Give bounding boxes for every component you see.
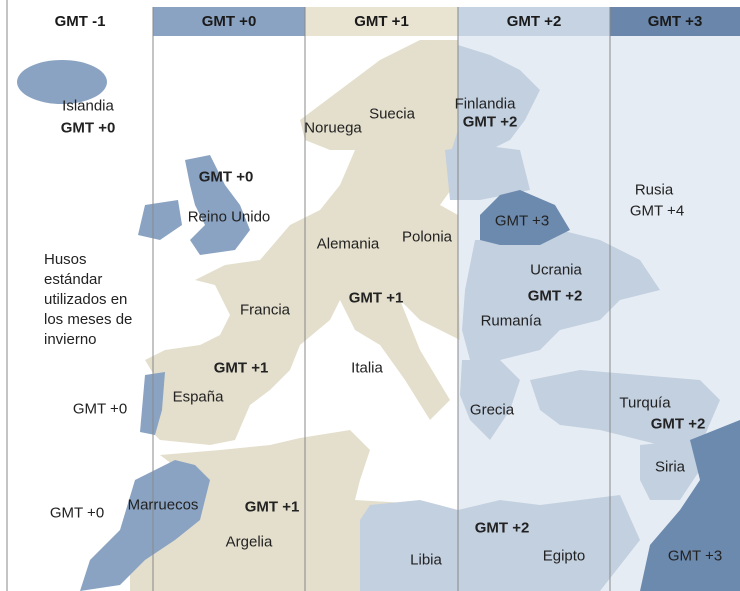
- finland: [450, 45, 540, 160]
- turkey: [530, 370, 720, 450]
- map-label: GMT +2: [462, 113, 518, 131]
- map-label: Ucrania: [530, 261, 582, 279]
- map-label: GMT +1: [244, 498, 300, 516]
- belarus: [480, 190, 570, 245]
- map-label: Noruega: [304, 119, 362, 137]
- map-label: Alemania: [316, 235, 380, 253]
- zone-band: [305, 7, 458, 36]
- map-label: Rumanía: [480, 312, 542, 330]
- map-label: Marruecos: [127, 496, 199, 514]
- map-label: GMT +0: [49, 504, 105, 522]
- zone-label: GMT +1: [354, 13, 409, 30]
- map-label: GMT +2: [527, 287, 583, 305]
- greece: [460, 360, 520, 440]
- map-label: Finlandia: [454, 95, 516, 113]
- map-label: GMT +1: [213, 359, 269, 377]
- map-label: GMT +2: [474, 519, 530, 537]
- map-label: GMT +3: [494, 212, 550, 230]
- map-label: GMT +1: [348, 289, 404, 307]
- zone-dividers: [6, 0, 611, 591]
- map-label: Egipto: [542, 547, 586, 565]
- uk: [185, 155, 250, 255]
- zone-band: [610, 7, 740, 36]
- iceland: [17, 60, 107, 104]
- map-label: GMT +4: [629, 202, 685, 220]
- map-label: Polonia: [401, 228, 453, 246]
- map-label: Grecia: [469, 401, 515, 419]
- zone-label: GMT +3: [647, 13, 703, 30]
- morocco: [80, 460, 210, 591]
- map-label: GMT +0: [72, 400, 128, 418]
- zone-band: [153, 7, 305, 36]
- map-label: GMT +3: [667, 547, 723, 565]
- map-label: Libia: [410, 551, 442, 569]
- middle-east: [640, 420, 740, 591]
- map-label: Reino Unido: [187, 208, 271, 226]
- map-label: Francia: [239, 301, 291, 319]
- map-label: Islandia: [62, 97, 114, 115]
- map-label: Turquía: [619, 394, 671, 412]
- zone-label: GMT +2: [506, 13, 562, 30]
- central-europe: [145, 40, 460, 445]
- map-label: Argelia: [225, 533, 273, 551]
- zone-label: GMT -1: [54, 13, 106, 30]
- map-label: GMT +2: [650, 415, 706, 433]
- legend-note: Husos estándar utilizados en los meses d…: [44, 251, 133, 348]
- libya-egypt: [360, 495, 640, 591]
- map-label: GMT +0: [60, 119, 116, 137]
- map-label: España: [172, 388, 224, 406]
- zone-label: GMT +0: [201, 13, 257, 30]
- map-label: Siria: [654, 458, 686, 476]
- map-label: Suecia: [369, 105, 415, 123]
- ireland: [138, 200, 182, 240]
- zone-band: [458, 7, 610, 36]
- map-label: Italia: [351, 359, 383, 377]
- map-label: Rusia: [634, 181, 674, 199]
- map-label: GMT +0: [198, 168, 254, 186]
- syria: [640, 440, 700, 500]
- baltics: [445, 145, 530, 200]
